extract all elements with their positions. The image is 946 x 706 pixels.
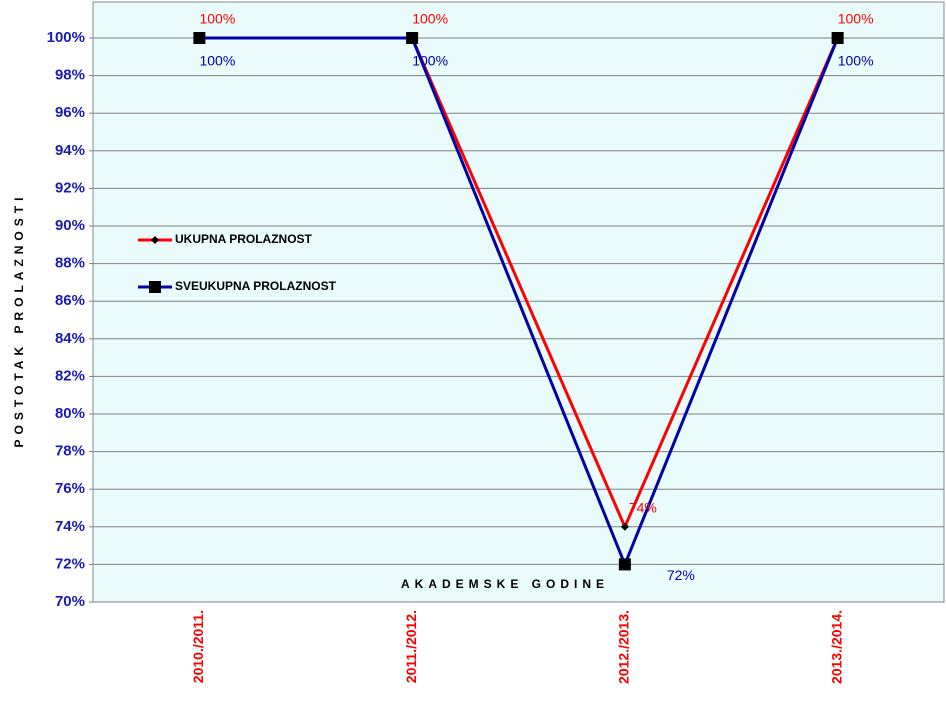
data-label: 100%	[838, 53, 874, 69]
y-tick-label: 76%	[55, 480, 85, 497]
x-tick-label: 2010./2011.	[190, 610, 206, 683]
y-tick-label: 72%	[55, 555, 85, 572]
y-tick-label: 88%	[55, 255, 85, 272]
y-tick-label: 78%	[55, 443, 85, 460]
legend-label: SVEUKUPNA PROLAZNOST	[175, 279, 337, 293]
legend-marker	[149, 281, 161, 293]
y-tick-label: 70%	[55, 593, 85, 610]
data-label: 100%	[838, 11, 874, 27]
marker	[193, 32, 206, 44]
marker	[831, 32, 844, 44]
marker	[618, 558, 631, 571]
data-label: 74%	[629, 500, 657, 516]
y-tick-label: 86%	[55, 292, 85, 309]
x-tick-label: 2013./2014.	[828, 610, 844, 684]
y-tick-label: 96%	[55, 104, 85, 121]
series-line	[199, 36, 840, 569]
y-tick-label: 100%	[47, 29, 85, 46]
data-label: 100%	[199, 11, 235, 27]
y-tick-label: 74%	[55, 518, 85, 535]
data-label: 100%	[412, 53, 448, 69]
legend-marker	[151, 236, 159, 244]
marker	[406, 32, 419, 44]
data-label: 100%	[412, 11, 448, 27]
y-tick-label: 84%	[55, 330, 85, 347]
legend-label: UKUPNA PROLAZNOST	[175, 232, 313, 246]
y-tick-label: 90%	[55, 217, 85, 234]
x-tick-label: 2011./2012.	[403, 610, 419, 683]
y-tick-label: 82%	[55, 367, 85, 384]
y-tick-label: 80%	[55, 405, 85, 422]
marker	[620, 522, 629, 531]
x-tick-label: 2012./2013.	[616, 610, 632, 684]
y-axis-title: POSTOTAK PROLAZNOSTI	[12, 193, 26, 448]
y-tick-label: 92%	[55, 179, 85, 196]
y-tick-label: 94%	[55, 142, 85, 159]
y-tick-label: 98%	[55, 67, 85, 84]
x-axis-title: AKADEMSKE GODINE	[401, 577, 609, 591]
data-label: 100%	[199, 53, 235, 69]
data-label: 72%	[667, 567, 695, 583]
